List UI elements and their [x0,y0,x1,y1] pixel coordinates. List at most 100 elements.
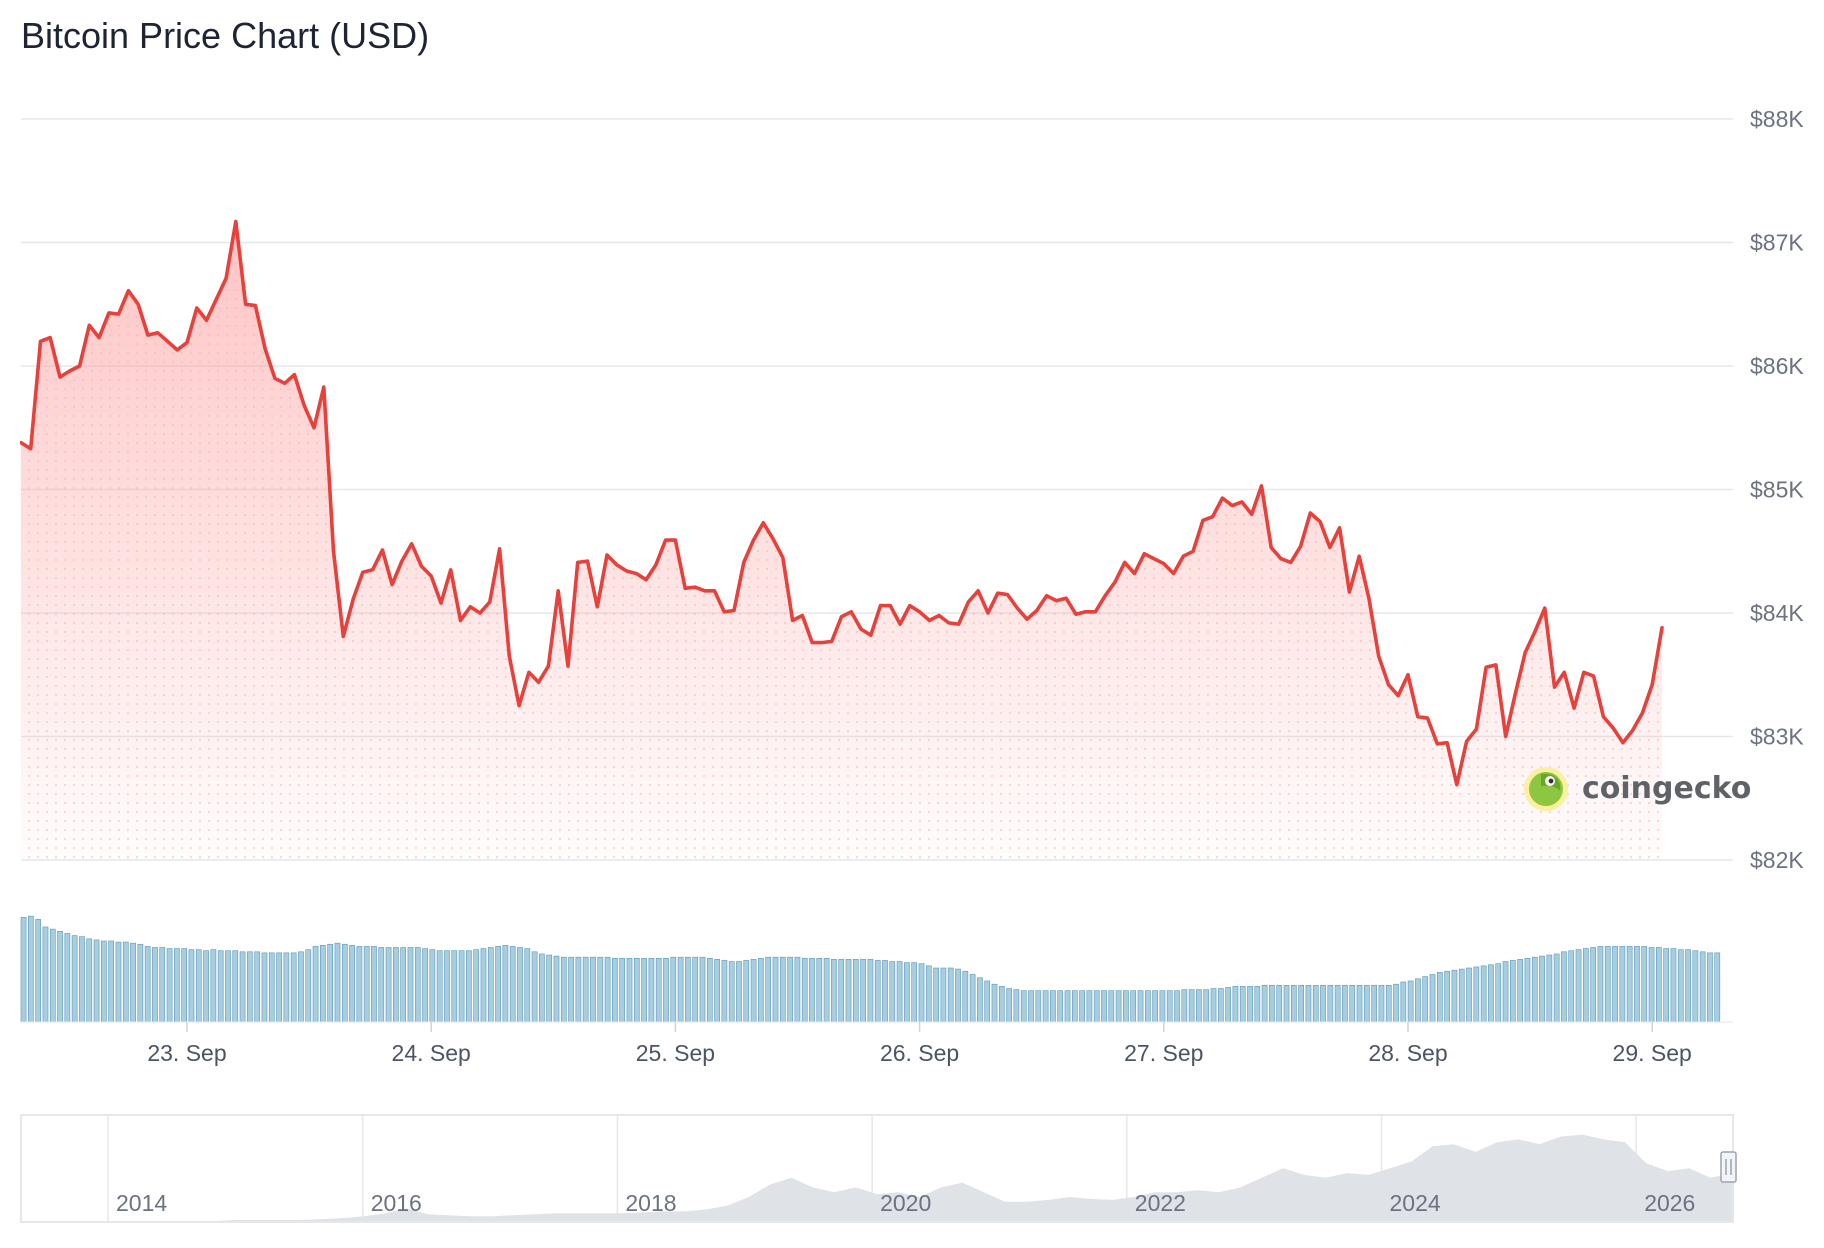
volume-bar[interactable] [239,951,246,1023]
price-point[interactable] [680,583,690,593]
price-point[interactable] [416,561,426,571]
volume-bar[interactable] [20,916,27,1023]
volume-bar[interactable] [451,950,458,1023]
price-point[interactable] [700,586,710,596]
price-point[interactable] [876,601,886,611]
volume-bar[interactable] [1203,989,1210,1023]
volume-bar[interactable] [1312,984,1319,1023]
price-point[interactable] [963,597,973,607]
price-point[interactable] [309,423,319,433]
volume-bar[interactable] [42,926,49,1023]
price-point[interactable] [1237,497,1247,507]
volume-bar[interactable] [1239,986,1246,1023]
price-point[interactable] [231,217,241,227]
volume-bar[interactable] [918,963,925,1023]
price-point[interactable] [26,444,36,454]
price-point[interactable] [592,602,602,612]
volume-bar[interactable] [320,945,326,1023]
volume-bar[interactable] [977,977,983,1023]
price-point[interactable] [1393,691,1403,701]
volume-bar[interactable] [641,957,647,1023]
volume-bar[interactable] [487,947,494,1023]
volume-bar[interactable] [1473,966,1480,1023]
volume-bar[interactable] [1269,984,1275,1023]
volume-bar[interactable] [947,967,954,1023]
volume-bar[interactable] [1517,959,1523,1023]
price-point[interactable] [1540,603,1550,613]
volume-bar[interactable] [1327,984,1334,1023]
volume-bar[interactable] [1466,967,1472,1023]
volume-bar[interactable] [1349,984,1356,1023]
price-point[interactable] [651,560,661,570]
price-point[interactable] [1462,736,1472,746]
volume-bar[interactable] [1604,946,1611,1023]
volume-bar[interactable] [758,957,764,1023]
price-point[interactable] [153,328,163,338]
volume-bar[interactable] [765,956,772,1023]
volume-bar[interactable] [750,959,757,1023]
volume-bar[interactable] [1480,965,1487,1023]
volume-bar[interactable] [1254,986,1261,1023]
volume-bar[interactable] [466,950,472,1023]
volume-bar[interactable] [1656,947,1662,1023]
volume-bar[interactable] [1013,989,1020,1023]
volume-bar[interactable] [217,950,224,1023]
volume-bar[interactable] [991,983,998,1023]
volume-bar[interactable] [1028,990,1034,1023]
price-point[interactable] [1061,593,1071,603]
price-point[interactable] [172,345,182,355]
price-point[interactable] [690,582,700,592]
price-point[interactable] [260,344,270,354]
volume-bar[interactable] [874,960,881,1023]
volume-bar[interactable] [911,962,918,1023]
price-point[interactable] [944,618,954,628]
volume-bar[interactable] [852,959,859,1023]
price-point[interactable] [631,569,641,579]
volume-bar[interactable] [1597,946,1604,1023]
price-point[interactable] [475,608,485,618]
volume-bar[interactable] [283,952,290,1023]
price-point[interactable] [827,636,837,646]
volume-bar[interactable] [831,959,837,1023]
price-point[interactable] [866,630,876,640]
price-point[interactable] [583,556,593,566]
volume-bar[interactable] [1305,984,1312,1023]
volume-bar[interactable] [422,948,428,1023]
price-point[interactable] [1608,723,1618,733]
volume-bar[interactable] [1071,990,1078,1023]
price-point[interactable] [1130,569,1140,579]
price-point[interactable] [299,401,309,411]
volume-bar[interactable] [166,948,173,1023]
volume-bar[interactable] [93,939,100,1023]
volume-bar[interactable] [1320,984,1326,1023]
volume-bar[interactable] [1612,946,1618,1023]
price-point[interactable] [1657,623,1667,633]
volume-bar[interactable] [1290,984,1297,1023]
price-point[interactable] [280,378,290,388]
volume-bar[interactable] [400,947,407,1023]
price-point[interactable] [1589,671,1599,681]
volume-bar[interactable] [779,956,786,1023]
volume-bar[interactable] [305,949,312,1023]
volume-bar[interactable] [1502,961,1509,1023]
volume-bar[interactable] [232,950,239,1023]
volume-bar[interactable] [268,952,275,1023]
volume-bar[interactable] [998,986,1005,1023]
volume-bar[interactable] [1261,984,1268,1023]
volume-bar[interactable] [1626,946,1633,1023]
volume-bar[interactable] [604,956,611,1023]
price-point[interactable] [1432,739,1442,749]
price-point[interactable] [563,661,573,671]
volume-bar[interactable] [473,949,480,1023]
price-point[interactable] [368,565,378,575]
volume-bar[interactable] [1495,963,1502,1023]
price-point[interactable] [1247,509,1257,519]
price-point[interactable] [84,320,94,330]
price-point[interactable] [485,597,495,607]
volume-bar[interactable] [553,955,560,1023]
price-point[interactable] [1423,713,1433,723]
volume-bar[interactable] [378,947,385,1023]
volume-bar[interactable] [714,959,720,1023]
volume-bar[interactable] [1181,989,1188,1023]
volume-bar[interactable] [1108,990,1115,1023]
